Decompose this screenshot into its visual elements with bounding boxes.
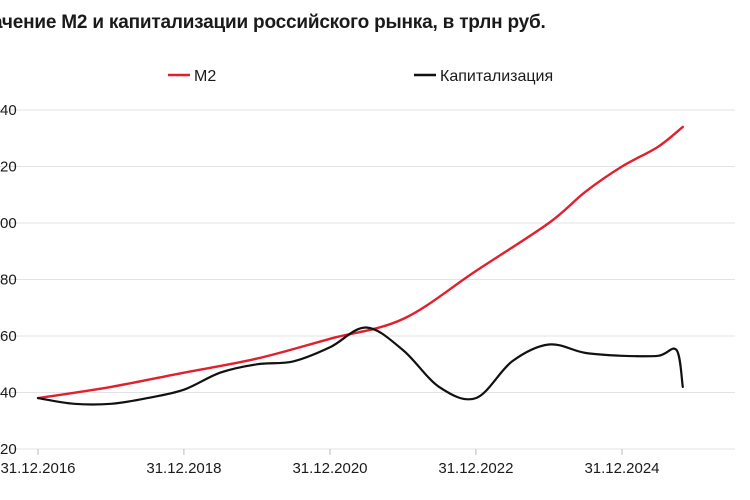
x-tick-label: 31.12.2018 xyxy=(146,460,221,477)
legend-m2-label: М2 xyxy=(194,68,216,85)
x-tick-label: 31.12.2024 xyxy=(584,460,659,477)
y-tick-label: 80 xyxy=(0,272,17,289)
chart-title: ачение М2 и капитализации российского ры… xyxy=(0,12,546,33)
y-tick-label: 40 xyxy=(0,102,17,119)
y-tick-label: 00 xyxy=(0,215,17,232)
legend-capitalization-label: Капитализация xyxy=(440,68,553,85)
y-tick-label: 20 xyxy=(0,441,17,458)
x-tick-label: 31.12.2020 xyxy=(292,460,367,477)
x-tick-label: 31.12.2022 xyxy=(438,460,513,477)
y-tick-label: 20 xyxy=(0,159,17,176)
series-capitalization-line xyxy=(36,326,684,406)
x-tick-label: 31.12.2016 xyxy=(0,460,75,477)
series-m2-line xyxy=(36,125,684,400)
y-tick-label: 40 xyxy=(0,385,17,402)
y-tick-label: 60 xyxy=(0,328,17,345)
